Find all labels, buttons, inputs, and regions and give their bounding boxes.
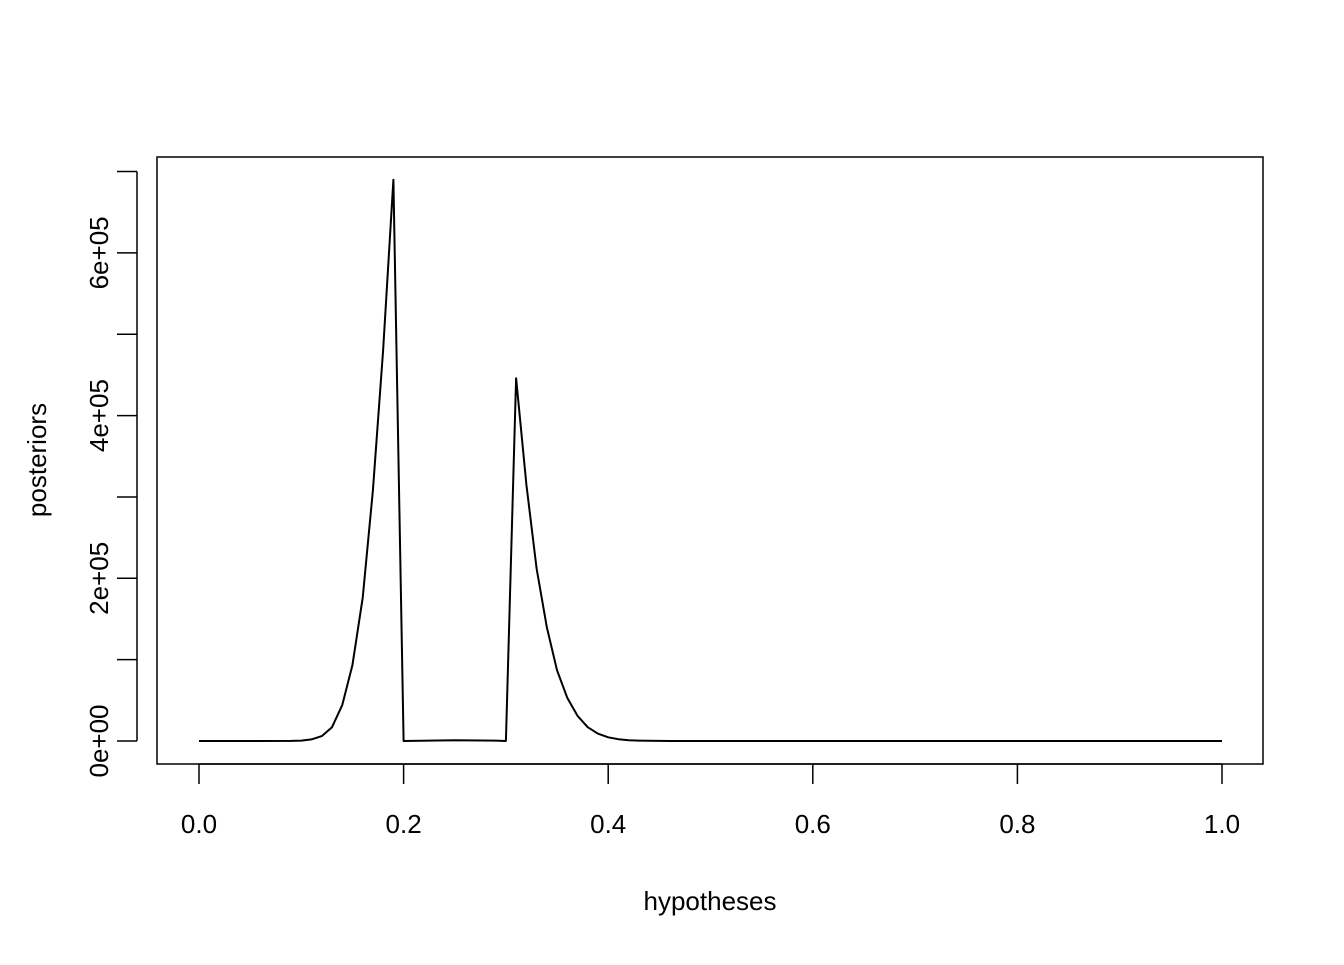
x-tick-label: 1.0 xyxy=(1204,809,1240,839)
x-axis: 0.0 0.2 0.4 0.6 0.8 1.0 xyxy=(181,763,1240,839)
plot-frame xyxy=(156,156,1264,765)
x-tick-label: 0.8 xyxy=(999,809,1035,839)
y-tick-label: 4e+05 xyxy=(84,379,114,452)
y-tick-label: 2e+05 xyxy=(84,542,114,615)
x-axis-label: hypotheses xyxy=(644,886,777,916)
x-tick-label: 0.2 xyxy=(386,809,422,839)
y-tick-label: 6e+05 xyxy=(84,216,114,289)
y-tick-label: 0e+00 xyxy=(84,704,114,777)
y-axis-label: posteriors xyxy=(22,403,52,517)
x-tick-label: 0.0 xyxy=(181,809,217,839)
x-tick-label: 0.4 xyxy=(590,809,626,839)
series-line xyxy=(199,178,1222,742)
x-tick-label: 0.6 xyxy=(795,809,831,839)
y-axis: 0e+00 2e+05 4e+05 6e+05 xyxy=(84,170,138,778)
